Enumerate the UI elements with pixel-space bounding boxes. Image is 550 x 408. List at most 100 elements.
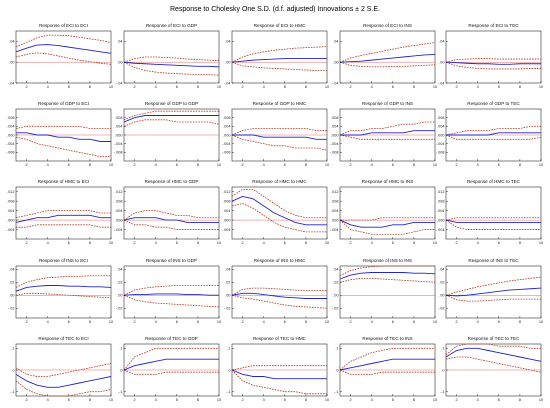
panel-title: Response of GDP to INS: [362, 101, 413, 106]
x-tick-label: 10: [539, 85, 543, 89]
plot-frame: [339, 265, 436, 319]
y-tick-label: -.004: [6, 142, 15, 146]
x-tick-label: 10: [433, 85, 437, 89]
lower-band-line: [123, 119, 220, 127]
y-tick-label: .008: [115, 116, 122, 120]
y-tick-label: .04: [117, 40, 122, 44]
y-tick-label: .04: [9, 268, 14, 272]
y-tick-label: .1: [441, 347, 444, 351]
x-tick-label: 10: [325, 163, 329, 167]
y-tick-label: .00: [333, 61, 338, 65]
x-tick-label: 6: [284, 241, 286, 245]
x-tick-label: 10: [109, 320, 113, 324]
x-tick-label: 10: [217, 163, 221, 167]
y-tick-label: .008: [437, 116, 444, 120]
y-tick-label: .02: [9, 281, 14, 285]
lower-band-line: [123, 61, 220, 76]
figure-title: Response to Cholesky One S.D. (d.f. adju…: [170, 6, 380, 13]
y-tick-label: -.02: [332, 307, 339, 311]
y-tick-label: .000: [115, 133, 122, 137]
y-tick-label: .0: [11, 368, 14, 372]
upper-band-line: [445, 217, 541, 221]
y-tick-label: -.008: [6, 151, 15, 155]
y-tick-label: .008: [7, 199, 14, 203]
response-line: [445, 219, 541, 223]
panel-title: Response of ECI to TEC: [468, 23, 519, 28]
y-tick-label: -.008: [330, 151, 339, 155]
y-tick-label: .00: [439, 61, 444, 65]
x-tick-label: 6: [392, 320, 394, 324]
panel-title: Response of GDP to TEC: [467, 101, 520, 106]
y-tick-label: -.004: [436, 228, 445, 232]
response-line: [16, 132, 111, 142]
x-tick-label: 6: [284, 398, 286, 402]
x-tick-label: 6: [68, 398, 70, 402]
x-tick-label: 2: [25, 241, 27, 245]
panel-title: Response of TEC to INS: [362, 336, 412, 341]
response-line: [339, 219, 435, 228]
x-tick-label: 4: [263, 320, 265, 324]
x-tick-label: 2: [455, 163, 457, 167]
panel: Response of TEC to TEC -.1 .0 .1 2 4 6 8 10: [440, 336, 543, 402]
x-tick-label: 6: [176, 85, 178, 89]
panel-title: Response of TEC to TEC: [468, 336, 520, 341]
x-tick-label: 2: [349, 320, 351, 324]
y-tick-label: -.004: [222, 142, 231, 146]
x-tick-label: 6: [392, 241, 394, 245]
panel-title: Response of TEC to HMC: [253, 336, 307, 341]
x-tick-label: 10: [325, 85, 329, 89]
y-tick-label: .008: [223, 199, 230, 203]
y-tick-label: .012: [115, 190, 122, 194]
panel: Response of HMC to HMC -.004 .000 .004 .008.…: [222, 179, 329, 245]
x-tick-label: 10: [433, 398, 437, 402]
upper-band-line: [339, 121, 435, 136]
x-tick-label: 10: [325, 241, 329, 245]
y-tick-label: .008: [331, 199, 338, 203]
panel: Response of INS to ECI -.02 .00 .02 .04 2 4 6 8 1…: [8, 258, 113, 324]
panel: Response of ECI to INS -.04 .00 .04 2 4 6 8 10: [332, 23, 437, 89]
response-line: [123, 217, 219, 223]
y-tick-label: .00: [333, 294, 338, 298]
x-tick-label: 10: [109, 398, 113, 402]
plot-frame: [15, 265, 112, 319]
x-tick-label: 4: [155, 398, 157, 402]
x-tick-label: 6: [392, 85, 394, 89]
plot-frame: [339, 186, 436, 240]
lower-band-line: [15, 52, 112, 65]
y-tick-label: -.1: [334, 390, 338, 394]
x-tick-label: 8: [197, 241, 199, 245]
panel-title: Response of ECI to INS: [363, 23, 412, 28]
x-tick-label: 2: [133, 163, 135, 167]
y-tick-label: .008: [437, 199, 444, 203]
panel: Response of INS to GDP -.02 .00 .02 .04 2 4 6 8 1…: [116, 258, 221, 324]
y-tick-label: .000: [331, 218, 338, 222]
response-line: [339, 272, 436, 280]
lower-band-line: [123, 294, 220, 308]
upper-band-line: [340, 217, 435, 221]
y-tick-label: -.008: [222, 151, 231, 155]
y-tick-label: .04: [117, 268, 122, 272]
y-tick-label: .00: [9, 61, 14, 65]
y-tick-label: .0: [335, 368, 338, 372]
response-line: [15, 373, 112, 388]
x-tick-label: 10: [109, 85, 113, 89]
panel: Response of HMC to TEC -.004 .000 .004 .008.…: [436, 179, 543, 245]
x-tick-label: 4: [155, 163, 157, 167]
x-tick-label: 10: [539, 163, 543, 167]
panel: Response of GDP to INS -.008 -.004 .000 .004…: [330, 101, 437, 167]
y-tick-label: -.04: [438, 81, 445, 85]
x-tick-label: 2: [133, 398, 135, 402]
upper-band-line: [445, 276, 542, 296]
y-tick-label: .02: [439, 281, 444, 285]
y-tick-label: .00: [225, 61, 230, 65]
y-tick-label: .004: [115, 125, 122, 129]
upper-band-line: [15, 275, 111, 288]
x-tick-label: 8: [519, 398, 521, 402]
y-tick-label: .0: [227, 368, 230, 372]
y-tick-label: .04: [439, 40, 444, 44]
panel: Response of HMC to ECI -.004 .000 .004 .008.…: [6, 179, 113, 245]
y-tick-label: -.004: [222, 228, 231, 232]
panel: Response of ECI to GDP -.04 .00 .04 2 4 6 8 10: [116, 23, 221, 89]
y-tick-label: .1: [227, 347, 230, 351]
x-tick-label: 4: [371, 163, 373, 167]
